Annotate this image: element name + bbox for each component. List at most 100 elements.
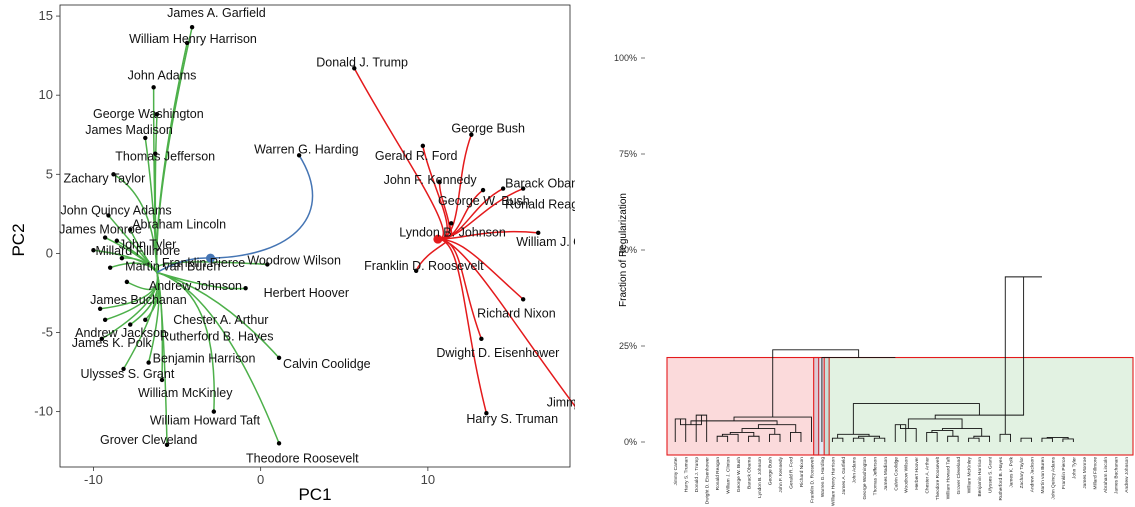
point-label: Millard Fillmore	[95, 244, 180, 258]
cluster-center	[205, 253, 215, 263]
point-label: Andrew Jackson	[75, 326, 167, 340]
scatter-point	[484, 411, 489, 416]
point-label: William Henry Harrison	[129, 32, 257, 46]
leaf-label: Barack Obama	[747, 457, 753, 489]
leaf-label: George Bush	[768, 457, 774, 486]
y-axis-label: Fraction of Regularization	[618, 193, 629, 307]
leaf-label: Woodrow Wilson	[904, 457, 910, 493]
trajectory-lines	[93, 26, 575, 445]
scatter-point	[189, 24, 195, 30]
leaf-label: Thomas Jefferson	[872, 457, 878, 496]
leaf-label: Calvin Coolidge	[893, 457, 899, 491]
leaf-label: Dwight D. Eisenhower	[705, 457, 711, 505]
scatter-point	[243, 286, 248, 291]
trajectory-red	[437, 238, 483, 340]
leaf-label: Martin van Buren	[1040, 457, 1046, 494]
leaf-label: Jimmy Carter	[673, 457, 679, 486]
point-label: Barack Obama	[505, 177, 575, 191]
leaf-label: John Tyler	[1071, 457, 1077, 479]
point-label: John Tyler	[119, 238, 176, 252]
scatter-point	[119, 255, 125, 261]
leaf-label: Zachary Taylor	[1019, 457, 1025, 489]
point-label: William Howard Taft	[150, 414, 261, 428]
scatter-point	[97, 306, 103, 311]
point-label: Franklin Pierce	[162, 256, 245, 270]
leaf-label: George Washington	[862, 457, 868, 500]
scatter-point	[211, 409, 217, 414]
leaf-label: Ronald Reagan	[715, 457, 721, 491]
leaf-label: James A. Garfield	[841, 457, 847, 495]
point-label: Jimmy Carter	[547, 395, 575, 409]
scatter-point	[128, 322, 133, 327]
point-label: James A. Garfield	[167, 6, 266, 20]
point-label: John Quincy Adams	[60, 203, 171, 217]
point-label: Grover Cleveland	[100, 433, 197, 447]
trajectory-green	[156, 271, 280, 444]
scatter-point	[276, 355, 282, 361]
scatter-point	[164, 442, 170, 448]
point-label: John Adams	[128, 68, 197, 82]
leaf-label: John F. Kennedy	[778, 456, 784, 492]
point-label: James K. Polk	[72, 336, 153, 350]
trajectory-red	[353, 67, 444, 240]
point-label: James Buchanan	[90, 293, 187, 307]
scatter-point	[151, 85, 156, 90]
scatter-point	[111, 172, 116, 177]
scatter-point	[102, 235, 108, 240]
point-label: John F. Kennedy	[384, 173, 478, 187]
point-label: George Bush	[451, 122, 525, 136]
point-label: William McKinley	[138, 386, 233, 400]
cluster-boxes	[666, 356, 1134, 456]
scatter-point	[520, 297, 526, 302]
dendrogram-branch	[821, 357, 896, 442]
point-label: Rutherford B. Hayes	[160, 330, 273, 344]
leaf-label: William Henry Harrison	[830, 457, 836, 506]
leaf-label: Ulysses S. Grant	[988, 456, 994, 493]
leaf-label: William McKinley	[967, 456, 973, 493]
dendrogram-axis: 0% 25% 50% 75% 100%	[614, 53, 645, 447]
y-axis-label: PC2	[9, 223, 28, 256]
x-tick-label: -10	[84, 472, 103, 487]
leaf-label: Franklin D. Roosevelt	[809, 456, 815, 503]
trajectory-green	[113, 173, 158, 273]
leaf-label: Grover Cleveland	[956, 457, 962, 495]
leaf-label: Abraham Lincoln	[1103, 457, 1109, 493]
scatter-point	[91, 248, 96, 253]
point-label: Dwight D. Eisenhower	[436, 346, 559, 360]
leaf-label: Andrew Johnson	[1124, 457, 1130, 493]
point-label: Donald J. Trump	[316, 55, 408, 69]
axes: -10 0 10 -10 -5 0 5 10 15	[34, 8, 435, 487]
leaf-label: James Monroe	[1082, 457, 1088, 489]
scatter-point	[107, 265, 113, 270]
leaf-label: Richard Nixon	[799, 457, 805, 487]
point-label: Theodore Roosevelt	[246, 451, 359, 465]
scatter-point	[276, 441, 282, 446]
plot-panel-border	[59, 4, 571, 468]
scatter-point	[520, 186, 526, 191]
leaf-label: Chester A. Arthur	[925, 457, 931, 494]
y-tick-label: 25%	[619, 341, 637, 351]
scatter-point	[469, 132, 474, 137]
data-points	[91, 24, 575, 448]
leaf-label: Theodore Roosevelt	[935, 456, 941, 500]
leaf-label: Franklin Pierce	[1061, 457, 1067, 489]
point-label: Ronald Reagan	[505, 198, 575, 212]
scatter-point	[159, 377, 165, 383]
y-tick-label: 15	[39, 8, 53, 23]
leaf-label: John Quincy Adams	[1050, 456, 1056, 499]
leaf-label: George W. Bush	[736, 457, 742, 493]
scatter-point	[124, 279, 130, 285]
scatter-point	[143, 317, 148, 323]
trajectory-green	[156, 272, 168, 445]
leaf-label: Lyndon B. Johnson	[757, 457, 763, 498]
point-label: Calvin Coolidge	[283, 357, 371, 371]
scatter-point	[184, 40, 190, 46]
leaf-label: Herbert Hoover	[914, 457, 920, 490]
scatter-point	[128, 227, 133, 232]
scatter-point	[146, 360, 151, 365]
point-label: Lyndon B. Johnson	[399, 225, 506, 239]
leaf-label: Rutherford B. Hayes	[998, 456, 1004, 500]
x-tick-label: 0	[257, 472, 264, 487]
scatter-point	[420, 143, 426, 149]
point-label: James Monroe	[59, 223, 142, 237]
